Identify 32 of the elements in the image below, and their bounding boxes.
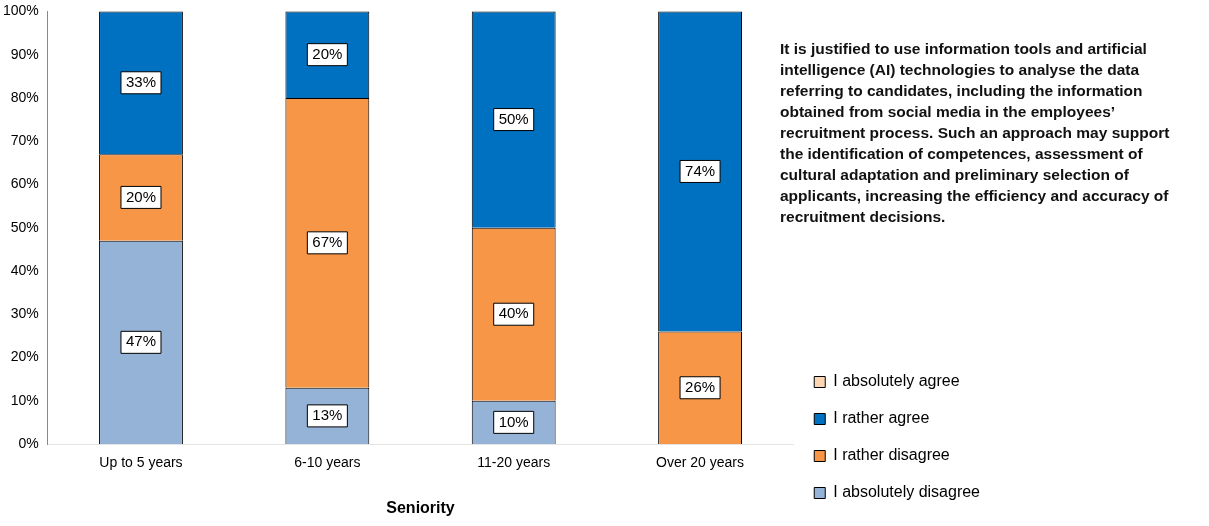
y-tick-label: 10% (10, 391, 39, 408)
legend-label: I absolutely agree (833, 372, 960, 390)
data-label: 20% (312, 44, 343, 62)
x-tick-label: 6-10 years (294, 454, 361, 471)
y-tick-label: 40% (10, 261, 39, 278)
data-label: 50% (498, 109, 529, 127)
data-label: 40% (498, 304, 529, 322)
y-tick-label: 100% (2, 2, 39, 19)
data-label: 47% (125, 332, 156, 350)
data-label: 74% (685, 161, 716, 179)
y-tick-label: 50% (10, 218, 39, 235)
data-label: 26% (685, 377, 716, 395)
data-label: 33% (125, 72, 156, 90)
legend-label: I rather agree (833, 409, 930, 427)
y-tick-label: 70% (10, 132, 39, 149)
x-tick-label: 11-20 years (477, 454, 551, 471)
legend-label: I rather disagree (833, 446, 950, 464)
x-tick-label: Up to 5 years (99, 454, 183, 471)
y-tick-label: 30% (10, 305, 39, 322)
data-label: 20% (125, 187, 156, 205)
data-label: 67% (312, 232, 343, 250)
y-tick-label: 60% (10, 175, 39, 192)
legend-label: I absolutely disagree (833, 483, 981, 501)
x-tick-label: Over 20 years (656, 454, 745, 471)
x-axis-title: Seniority (386, 498, 455, 516)
text: It is justified to use information tools and artificial intelligence (AI) technologies to analyse the data referring to candidates, including the information obtained from social media in the employees’ recruitment process. Such an approach may support the identification of competences, assessment of cultural adaptation and preliminary selection of applicants, increasing the efficiency and accuracy of recruitment decisions. (780, 40, 1170, 225)
data-label: 13% (312, 406, 343, 424)
y-tick-label: 80% (10, 88, 39, 105)
y-tick-label: 90% (10, 45, 39, 62)
y-tick-label: 0% (18, 434, 39, 451)
y-tick-label: 20% (10, 348, 39, 365)
data-label: 10% (498, 412, 529, 430)
